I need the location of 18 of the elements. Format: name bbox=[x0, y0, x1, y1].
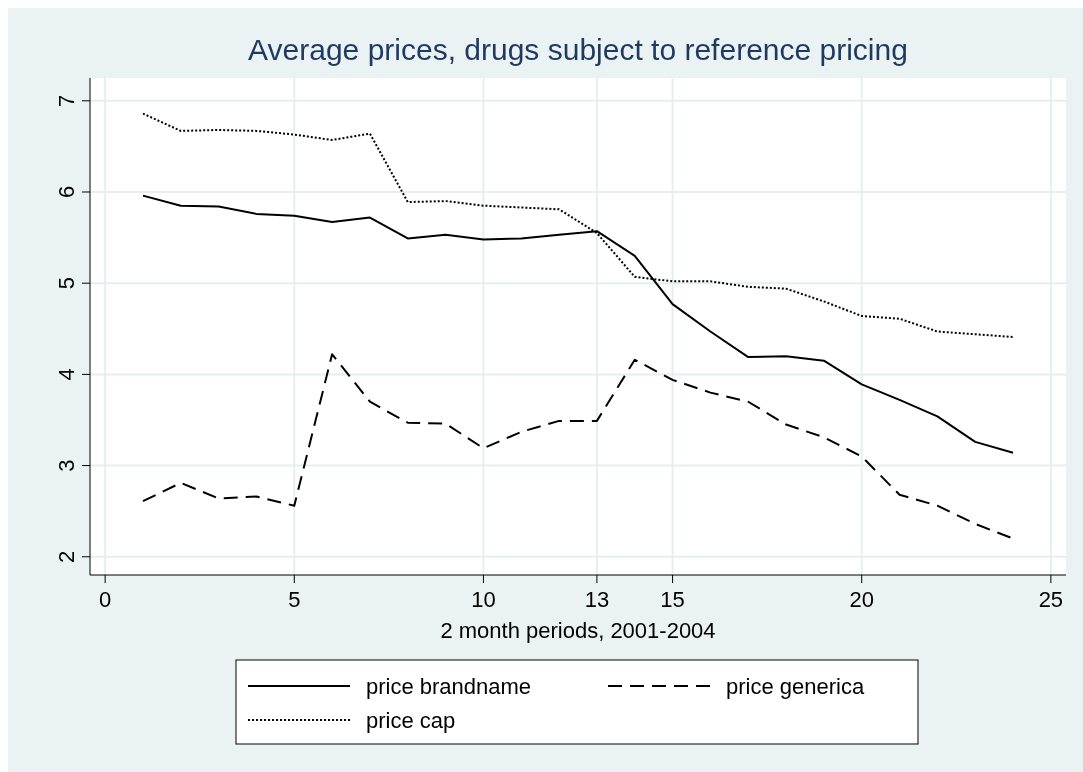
x-tick-label: 5 bbox=[288, 587, 301, 612]
chart-title: Average prices, drugs subject to reference pricing bbox=[248, 33, 908, 66]
y-tick-label: 4 bbox=[54, 368, 79, 381]
legend-label: price cap bbox=[366, 708, 456, 733]
x-tick-label: 13 bbox=[584, 587, 610, 612]
y-tick-label: 7 bbox=[54, 94, 79, 107]
y-tick-label: 3 bbox=[54, 459, 79, 472]
legend-label: price generica bbox=[726, 674, 865, 699]
x-tick-label: 25 bbox=[1038, 587, 1064, 612]
x-tick-label: 0 bbox=[99, 587, 112, 612]
x-axis-title: 2 month periods, 2001-2004 bbox=[440, 618, 716, 643]
x-tick-label: 15 bbox=[660, 587, 685, 612]
y-tick-label: 2 bbox=[54, 550, 79, 563]
x-tick-label: 10 bbox=[471, 587, 496, 612]
y-tick-label: 6 bbox=[54, 185, 79, 199]
y-tick-label: 5 bbox=[54, 277, 79, 290]
x-tick-label: 20 bbox=[849, 587, 874, 612]
legend-label: price brandname bbox=[366, 674, 532, 699]
